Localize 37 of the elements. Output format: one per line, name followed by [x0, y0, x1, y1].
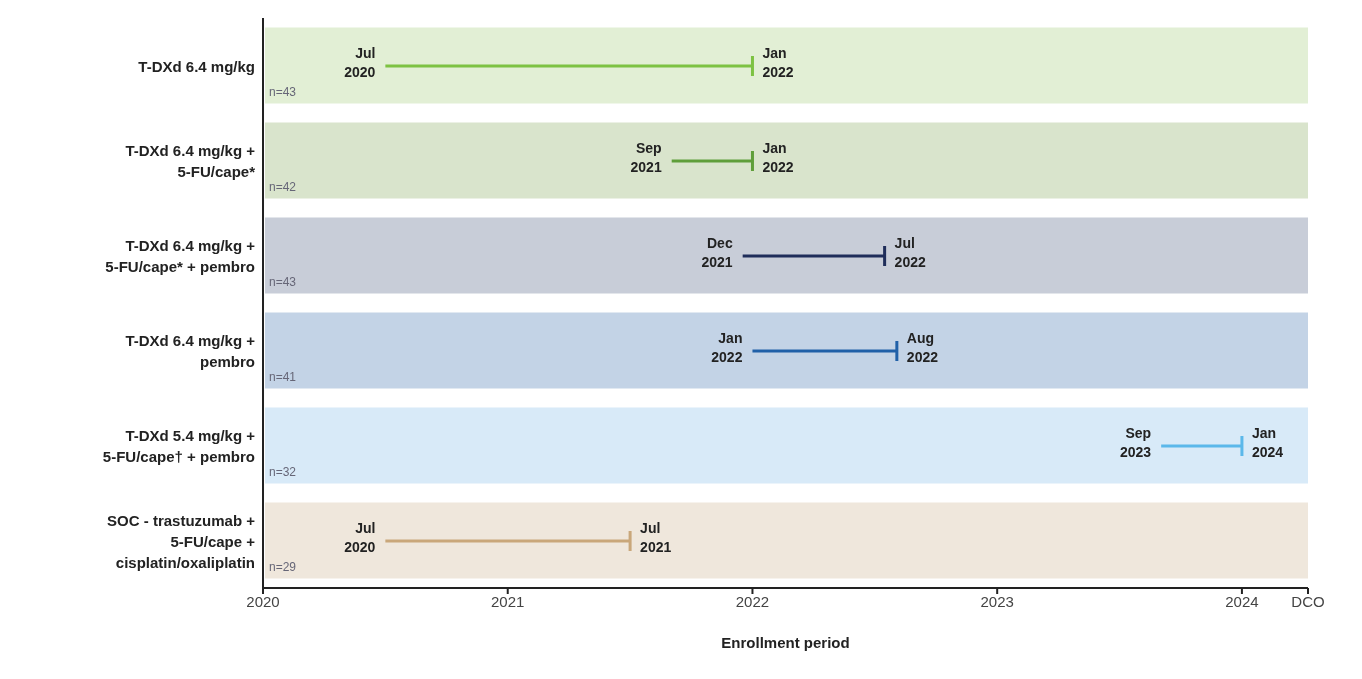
annotation: Jul 2021 — [640, 519, 672, 555]
annotation: Sep 2021 — [630, 139, 662, 175]
x-axis-title: Enrollment period — [721, 634, 850, 651]
bar — [1161, 444, 1242, 448]
annotation: Jan 2024 — [1251, 424, 1284, 460]
y-tick-label: T-DXd 6.4 mg/kg + 5-FU/cape* + pembro — [105, 236, 256, 275]
bar — [742, 254, 885, 258]
x-tick-label: DCO — [1291, 592, 1325, 610]
x-tick-label: 2021 — [491, 592, 525, 610]
annotation: Dec 2021 — [701, 234, 733, 270]
x-tick-label: 2022 — [735, 592, 770, 610]
bar — [671, 159, 753, 163]
x-tick-label: 2023 — [980, 592, 1014, 610]
annotation: Jan 2022 — [711, 329, 743, 365]
bar — [752, 349, 897, 353]
annotation: n=43 — [269, 274, 297, 289]
annotation: Jul 2022 — [894, 234, 926, 270]
annotation: Jan 2022 — [762, 44, 794, 80]
y-tick-label: T-DXd 6.4 mg/kg — [138, 57, 255, 74]
y-tick-label: SOC - trastuzumab + 5-FU/cape + cisplatin/oxaliplatin — [107, 511, 256, 570]
bar — [385, 539, 631, 543]
annotation: n=42 — [269, 179, 297, 194]
annotation: Jul 2020 — [344, 44, 376, 80]
annotation: Jan 2022 — [762, 139, 794, 175]
x-tick-label: 2024 — [1225, 592, 1259, 610]
annotation: Sep 2023 — [1120, 424, 1152, 460]
annotation: Jul 2020 — [344, 519, 376, 555]
bar — [385, 64, 753, 68]
annotation: n=43 — [269, 84, 297, 99]
y-tick-label: T-DXd 6.4 mg/kg + 5-FU/cape* — [125, 141, 256, 180]
y-tick-label: T-DXd 6.4 mg/kg + pembro — [125, 331, 256, 370]
annotation: n=32 — [269, 464, 297, 479]
x-tick-label: 2020 — [246, 592, 280, 610]
annotation: n=29 — [269, 559, 297, 574]
annotation: n=41 — [269, 369, 297, 384]
annotation: Aug 2022 — [906, 329, 939, 365]
y-tick-label: T-DXd 5.4 mg/kg + 5-FU/cape† + pembro — [102, 426, 256, 465]
